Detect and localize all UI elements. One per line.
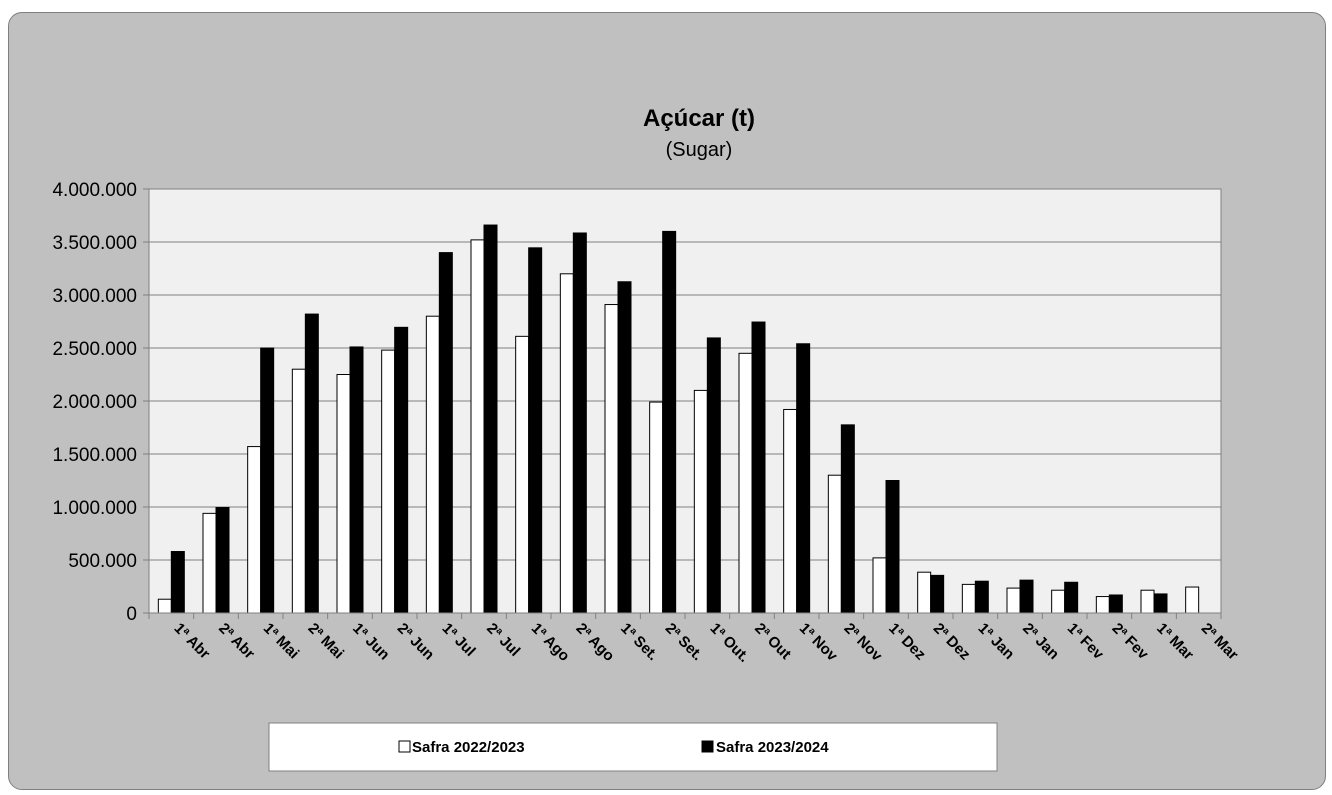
bar-series-1 [1095, 596, 1110, 614]
x-tick-label: 2ª Out [751, 620, 794, 663]
gridlines [149, 241, 1221, 561]
x-tick-label: 1ª Nov [796, 620, 841, 665]
x-tick-label: 1ª Dez [885, 620, 929, 664]
x-tick-label: 1ª Abr [171, 620, 214, 663]
x-tick-label: 2ª Ago [573, 620, 618, 665]
legend-swatch-series-1 [398, 740, 411, 753]
x-tick-label: 2ª Jan [1019, 620, 1062, 663]
chart-title: Açúcar (t) [643, 105, 755, 132]
bar-series-1 [917, 571, 932, 614]
bar-series-2 [662, 230, 677, 614]
y-tick-label: 1.500.000 [52, 445, 137, 466]
x-tick-label: 1ª Jul [439, 620, 479, 660]
bar-series-1 [961, 583, 976, 614]
legend: Safra 2022/2023 Safra 2023/2024 [268, 722, 998, 772]
bar-series-2 [260, 347, 275, 614]
chart-subtitle: (Sugar) [666, 139, 733, 161]
bar-series-2 [796, 343, 811, 614]
bar-series-1 [381, 349, 396, 614]
x-tick-label: 2ª Jun [394, 620, 438, 664]
bar-series-1 [1140, 589, 1155, 614]
bar-series-1 [247, 446, 262, 614]
y-tick-label: 0 [126, 604, 137, 625]
legend-label-series-1: Safra 2022/2023 [412, 739, 525, 756]
y-tick-label: 3.500.000 [52, 233, 137, 254]
x-tick-label: 2ª Abr [215, 620, 258, 663]
bar-series-1 [291, 368, 306, 614]
x-tick-label: 2ª Mar [1198, 620, 1242, 664]
x-tick-label: 1ª Set. [617, 620, 661, 664]
bar-series-2 [215, 507, 230, 614]
bar-series-2 [394, 326, 409, 614]
bar-series-1 [783, 408, 798, 614]
x-tick-label: 2ª Nov [841, 620, 886, 665]
bar-series-2 [930, 574, 945, 614]
bar-series-2 [1153, 593, 1168, 614]
bar-series-2 [1019, 579, 1034, 614]
bar-series-1 [202, 512, 217, 614]
bar-series-2 [304, 313, 319, 614]
x-axis-tick-labels: 1ª Abr 2ª Abr 1ª Mai 2ª Mai 1ª Jun 2ª Jun 1ª J… [171, 620, 1242, 666]
bar-series-1 [649, 401, 664, 614]
chart-frame: Açúcar (t) (Sugar) 0 500.000 1.000.000 1.50… [8, 12, 1326, 790]
bar-series-2 [706, 337, 721, 614]
x-tick-label: 1ª Jun [349, 620, 393, 664]
x-tick-label: 2ª Jul [483, 620, 523, 660]
legend-label-series-2: Safra 2023/2024 [716, 739, 829, 756]
y-tick-label: 2.500.000 [52, 339, 137, 360]
bar-series-1 [336, 374, 351, 614]
bar-series-1 [738, 352, 753, 614]
x-tick-label: 2ª Set. [662, 620, 706, 664]
bar-series-2 [528, 247, 543, 614]
bar-series-1 [1051, 589, 1066, 614]
bar-series-1 [425, 315, 440, 614]
bar-series-2 [483, 224, 498, 614]
bar-series-2 [751, 321, 766, 614]
x-tick-label: 2ª Fev [1109, 620, 1153, 664]
y-tick-label: 2.000.000 [52, 392, 137, 413]
bar-series-1 [693, 389, 708, 614]
x-tick-label: 1ª Out. [707, 620, 753, 666]
x-tick-label: 1ª Mai [260, 620, 302, 662]
y-tick-label: 4.000.000 [52, 180, 137, 201]
bar-series-1 [827, 474, 842, 614]
bar-series-1 [559, 273, 574, 614]
bar-series-2 [349, 346, 364, 614]
bar-series-2 [974, 580, 989, 614]
bar-series-1 [1185, 586, 1200, 614]
bar-series-2 [1064, 581, 1079, 614]
bar-series-1 [1006, 587, 1021, 614]
legend-swatch-series-2 [701, 740, 714, 753]
y-axis-tick-labels: 0 500.000 1.000.000 1.500.000 2.000.000 2.500… [52, 180, 137, 625]
x-tick-label: 1ª Ago [528, 620, 573, 665]
bar-series-1 [157, 598, 172, 614]
y-tick-label: 500.000 [68, 551, 137, 572]
y-tick-label: 3.000.000 [52, 286, 137, 307]
x-tick-label: 2ª Mai [305, 620, 347, 662]
x-tick-label: 2ª Dez [930, 620, 974, 664]
bar-series-2 [840, 424, 855, 614]
axes [143, 188, 1222, 619]
x-tick-label: 1ª Fev [1064, 620, 1108, 664]
bar-series-2 [438, 252, 453, 614]
bar-series-1 [515, 335, 530, 614]
bar-series-2 [572, 232, 587, 614]
bar-series-1 [470, 239, 485, 614]
bar-series-1 [872, 557, 887, 614]
legend-box [268, 722, 998, 772]
x-tick-label: 1ª Mar [1153, 620, 1197, 664]
bar-series-1 [604, 304, 619, 614]
y-tick-label: 1.000.000 [52, 498, 137, 519]
bar-series-2 [885, 480, 900, 614]
sugar-bar-chart: Açúcar (t) (Sugar) 0 500.000 1.000.000 1.50… [52, 105, 1242, 772]
bar-series-2 [1108, 594, 1123, 614]
x-tick-label: 1ª Jan [975, 620, 1018, 663]
bar-series-2 [617, 281, 632, 614]
bar-series-2 [170, 551, 185, 614]
